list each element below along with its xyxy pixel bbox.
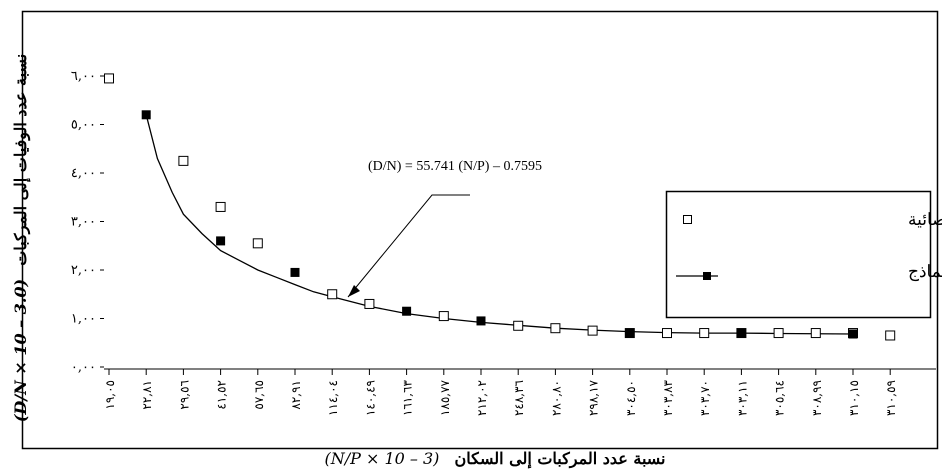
legend-label-model: البيانات من النماذج <box>908 262 942 282</box>
x-tick-label: ٨٢,٩١ <box>289 380 303 410</box>
x-tick-label: ٢٩,٥٦ <box>177 380 191 410</box>
statistical-data-point <box>587 325 598 336</box>
statistical-data-point <box>215 201 226 212</box>
x-tick-label: ٢٤٨,٣٦ <box>512 380 526 416</box>
x-axis-title: (N/P × 10 – 3) نسبة عدد المركبات إلى الس… <box>324 449 665 469</box>
model-data-point <box>476 316 486 326</box>
y-tick-label: ٤,٠٠ <box>71 166 96 181</box>
equation-pointer <box>347 194 470 298</box>
model-data-point <box>290 267 300 277</box>
legend: البيانات الإحصائية البيانات من النماذج <box>665 190 942 319</box>
statistical-data-point <box>104 73 114 84</box>
x-tick-label: ٣٠٣,٧٠ <box>698 380 712 416</box>
statistical-data-point <box>662 328 672 339</box>
x-tick-label: ٢٢,٨١ <box>140 380 154 410</box>
x-tick-label: ١١٤,٠٤ <box>326 380 340 416</box>
y-axis-title: (D/N × 10 – 3.0) نسبة عدد الوفيات إلى ال… <box>11 54 31 422</box>
legend-open-square-marker <box>683 215 692 224</box>
x-tick-label: ٣٠٥,٦٤ <box>773 380 787 416</box>
x-tick-label: ٢٨٠,٨٠ <box>549 380 563 416</box>
model-data-point <box>848 329 858 339</box>
model-data-point <box>402 306 412 316</box>
y-axis-title-formula: (D/N × 10 – 3.0) <box>11 279 30 422</box>
statistical-data-point <box>364 298 375 309</box>
x-axis-title-formula: (N/P × 10 – 3) <box>324 449 439 468</box>
y-tick-label: ١,٠٠ <box>71 312 96 327</box>
statistical-data-point <box>699 328 710 339</box>
x-axis: ١٩,٠٥ ٢٢,٨١ ٢٩,٥٦ ٤١,٥٢ ٥٧,٦٥ ٨٢,٩١ ١١٤,٠٤ ١٤٠,… <box>103 369 898 416</box>
x-tick-label: ٣٠٨,٩٩ <box>810 380 824 416</box>
statistical-data-point <box>327 289 338 300</box>
legend-box <box>665 190 932 319</box>
model-data-point <box>141 110 151 120</box>
y-tick-label: ٠,٠٠ <box>71 360 96 375</box>
x-tick-label: ٥٧,٦٥ <box>252 380 266 410</box>
statistical-data-point <box>885 330 896 341</box>
x-tick-label: ٣١٠,٥٩ <box>884 380 898 416</box>
y-tick-label: ٣,٠٠ <box>71 215 96 230</box>
x-tick-label: ٣٠٤,٥٠ <box>624 380 638 416</box>
equation-label: (D/N) = 55.741 (N/P) – 0.7595 <box>368 159 542 174</box>
data-marks <box>104 73 896 341</box>
x-tick-label: ١٨٥,٧٧ <box>438 379 452 416</box>
model-data-point <box>216 236 226 246</box>
x-tick-label: ١٩,٠٥ <box>103 380 117 410</box>
statistical-data-point <box>513 320 524 331</box>
svg-text:(N/P × 10 – 3) نسبة عدد ال: (N/P × 10 – 3) نسبة عدد المركبات إلى الس… <box>324 449 665 469</box>
x-tick-label: ٣٠٣,٨٣ <box>661 379 675 416</box>
y-tick-label: ٦,٠٠ <box>71 69 96 84</box>
statistical-data-point <box>252 238 263 249</box>
equation-arrowhead <box>348 285 360 297</box>
x-axis-title-arabic: نسبة عدد المركبات إلى السكان <box>455 449 666 469</box>
statistical-data-point <box>810 328 821 339</box>
model-data-point <box>736 328 746 338</box>
x-tick-label: ٤١,٥٢ <box>215 380 229 410</box>
x-tick-label: ٣٠٣,١١ <box>735 380 749 416</box>
x-tick-label: ٣١٠,١٥ <box>847 380 861 416</box>
model-data-point <box>625 328 635 338</box>
statistical-data-point <box>438 311 449 322</box>
x-tick-label: ١٦١,٦٣ <box>401 379 415 416</box>
statistical-data-point <box>773 328 784 339</box>
y-axis-title-arabic: نسبة عدد الوفيات إلى المركبات <box>11 54 31 266</box>
x-tick-label: ٢٩٨,١٧ <box>587 379 601 416</box>
statistical-data-point <box>550 323 561 334</box>
y-tick-label: ٢,٠٠ <box>71 263 96 278</box>
legend-label-statistical: البيانات الإحصائية <box>908 210 942 230</box>
svg-text:(D/N × 10 – 3.0) نسبة عدد: (D/N × 10 – 3.0) نسبة عدد الوفيات إلى ال… <box>11 54 31 422</box>
y-tick-label: ٥,٠٠ <box>71 118 96 133</box>
x-tick-label: ١٤٠,٤٩ <box>363 380 377 416</box>
statistical-data-point <box>178 155 189 166</box>
legend-filled-square-marker <box>703 272 711 280</box>
x-tick-label: ٢١٢,٠٢ <box>475 380 489 416</box>
y-axis: ٦,٠٠ ٥,٠٠ ٤,٠٠ ٣,٠٠ ٢,٠٠ ١,٠٠ ٠,٠٠ <box>71 69 104 375</box>
